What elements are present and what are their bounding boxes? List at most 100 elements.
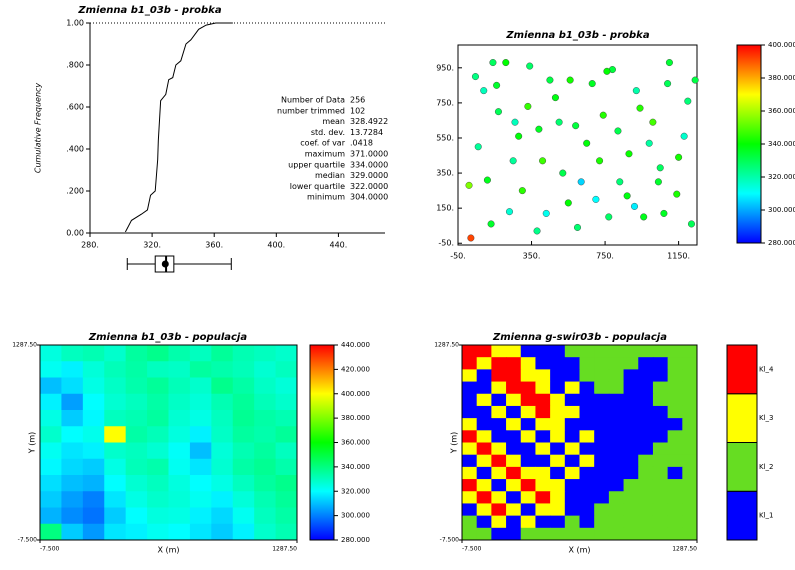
cell xyxy=(506,381,522,395)
cell xyxy=(275,361,298,378)
sample-point xyxy=(614,127,622,135)
stat-label: median xyxy=(315,171,345,180)
y-tick-label: 1287.50 xyxy=(12,342,37,349)
cell xyxy=(125,507,148,525)
sample-point xyxy=(664,80,672,88)
sample-point xyxy=(645,139,653,147)
cell xyxy=(623,381,639,395)
cell xyxy=(594,527,610,541)
sample-point xyxy=(665,59,673,67)
cell xyxy=(40,426,62,443)
cell xyxy=(638,454,654,468)
sample-point xyxy=(596,157,604,165)
cell xyxy=(535,503,551,517)
cell xyxy=(608,442,625,456)
cell xyxy=(623,369,639,383)
cell xyxy=(550,527,566,541)
cell xyxy=(189,442,212,460)
cell xyxy=(275,507,298,525)
legend-label: Kl_3 xyxy=(759,414,774,422)
cell xyxy=(623,454,639,468)
cell xyxy=(82,507,105,525)
y-tick-label: 350. xyxy=(436,169,454,178)
sample-point xyxy=(564,199,572,207)
cell xyxy=(594,430,610,443)
cell xyxy=(491,357,507,370)
cell xyxy=(520,515,536,529)
cell xyxy=(491,527,507,541)
colorbar-tick-label: 440.000 xyxy=(341,341,370,349)
cell xyxy=(594,491,610,504)
cell xyxy=(232,523,255,541)
cell xyxy=(579,369,595,383)
sample-point xyxy=(515,132,523,140)
cell xyxy=(667,527,683,541)
sample-point xyxy=(539,157,547,165)
cell xyxy=(254,458,277,476)
stat-value: 322.0000 xyxy=(350,182,388,191)
cell xyxy=(564,515,580,529)
cell xyxy=(168,345,191,362)
cell xyxy=(652,345,669,358)
cell xyxy=(594,369,610,383)
cell xyxy=(254,345,277,362)
sample-point xyxy=(673,190,681,198)
cell xyxy=(638,418,654,431)
cell xyxy=(189,345,212,362)
cell xyxy=(579,430,595,443)
cell xyxy=(638,405,654,419)
sample-point xyxy=(551,94,559,102)
sample-point xyxy=(577,178,585,186)
cell xyxy=(579,527,595,541)
cell xyxy=(40,345,62,362)
cell xyxy=(579,454,595,468)
cell xyxy=(476,381,492,395)
cell xyxy=(608,454,625,468)
cell xyxy=(550,442,566,456)
cell xyxy=(82,361,105,378)
legend-swatch xyxy=(726,490,758,541)
cell xyxy=(535,345,551,358)
cell xyxy=(682,369,698,383)
cell xyxy=(491,466,507,480)
sample-point xyxy=(640,213,648,221)
cell xyxy=(147,393,169,411)
cell xyxy=(104,523,127,541)
plot-frame xyxy=(461,344,698,541)
colorbar-tick-label: 400.000 xyxy=(341,390,370,398)
legend-swatch xyxy=(726,393,758,443)
cell xyxy=(232,426,255,443)
stat-value: 371.0000 xyxy=(350,150,388,159)
cell xyxy=(550,454,566,468)
cell xyxy=(535,479,551,492)
cell xyxy=(682,442,698,456)
x-tick-label: 400. xyxy=(267,241,285,250)
cell xyxy=(623,491,639,504)
cell xyxy=(638,430,654,443)
cell xyxy=(506,357,522,370)
cell xyxy=(462,405,478,419)
cell xyxy=(168,458,191,476)
cell xyxy=(476,357,492,370)
cell xyxy=(579,503,595,517)
colorbar-tick-label: 340.000 xyxy=(768,140,795,148)
cell xyxy=(232,475,255,492)
stat-value: 328.4922 xyxy=(350,117,388,126)
cell xyxy=(682,345,698,358)
cell xyxy=(125,426,148,443)
sample-point xyxy=(574,223,582,231)
cell xyxy=(275,426,298,443)
chart-title: Zmienna b1_03b - probka xyxy=(505,30,649,41)
cell xyxy=(652,418,669,431)
stat-label: coef. of var xyxy=(300,139,345,148)
cell xyxy=(147,361,169,378)
cell xyxy=(104,361,127,378)
cell xyxy=(462,345,478,358)
cell xyxy=(462,527,478,541)
cell xyxy=(520,527,536,541)
cell xyxy=(491,393,507,407)
cell xyxy=(667,393,683,407)
cell xyxy=(189,523,212,541)
cell xyxy=(682,430,698,443)
y-tick-label: -7.500 xyxy=(440,537,460,544)
